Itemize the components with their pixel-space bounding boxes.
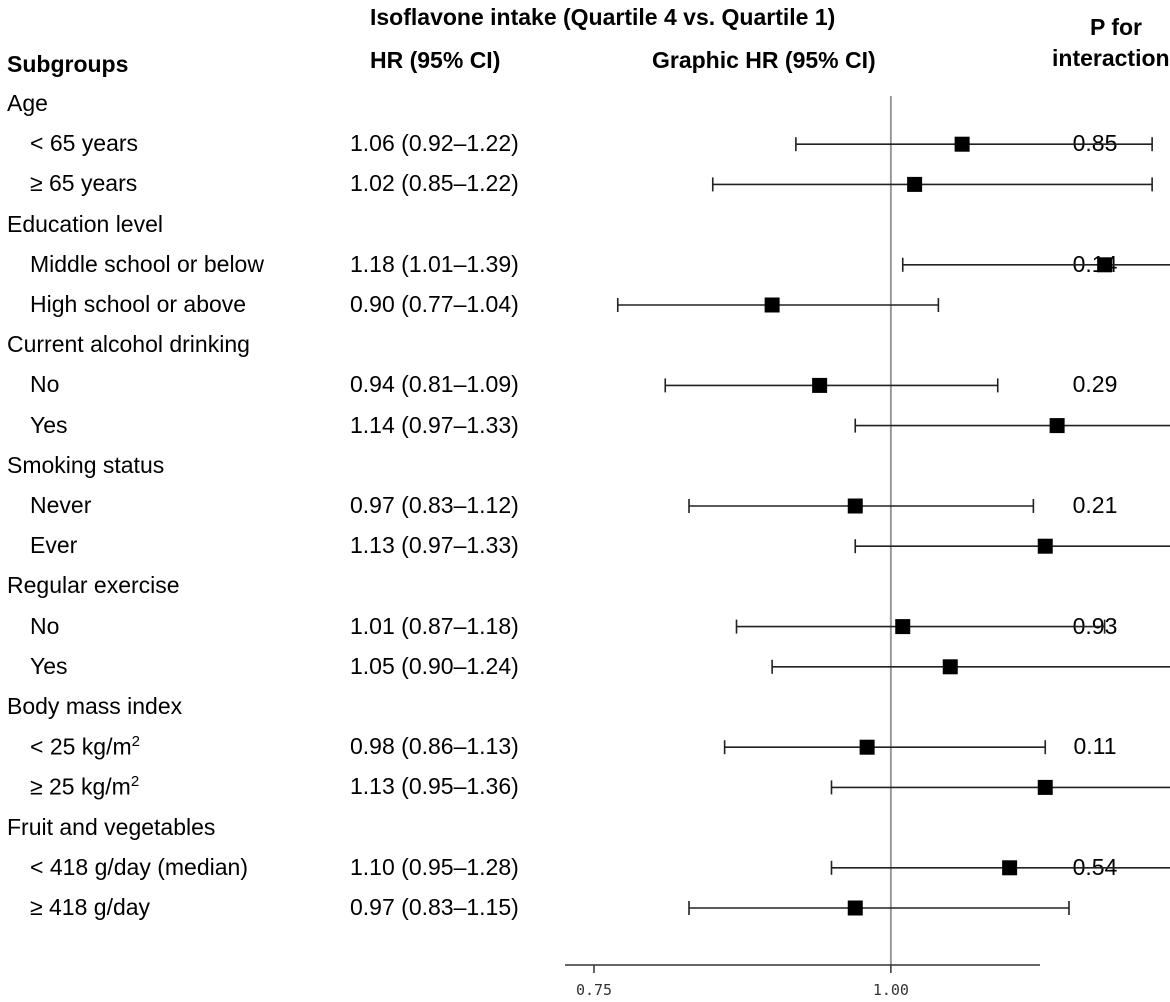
subgroup-label: Yes <box>30 652 68 679</box>
hr-point <box>942 659 958 675</box>
subgroup-label: Ever <box>30 532 78 559</box>
p-interaction-value: 0.29 <box>1072 371 1118 398</box>
hr-ci-value: 1.13 (0.97–1.33) <box>350 532 519 559</box>
subgroup-label: < 25 kg/m2 <box>30 733 140 760</box>
hr-ci-value: 1.02 (0.85–1.22) <box>350 170 519 197</box>
hr-point <box>812 377 828 393</box>
p-interaction-value: 0.93 <box>1072 612 1118 639</box>
hr-ci-value: 0.94 (0.81–1.09) <box>350 371 519 398</box>
x-tick-label: 1.00 <box>873 981 909 999</box>
hr-point <box>1049 418 1065 434</box>
subgroup-heading: Regular exercise <box>7 572 180 599</box>
hr-ci-value: 1.14 (0.97–1.33) <box>350 411 519 438</box>
hr-ci-value: 1.13 (0.95–1.36) <box>350 773 519 800</box>
hr-ci-value: 0.90 (0.77–1.04) <box>350 291 519 317</box>
subgroup-heading: Education level <box>7 210 163 237</box>
superscript: 2 <box>131 733 140 751</box>
subgroup-label: Yes <box>30 411 68 438</box>
hr-point <box>1037 538 1053 554</box>
subgroup-label: < 65 years <box>30 130 139 157</box>
hr-point <box>895 619 911 635</box>
subgroup-heading: Fruit and vegetables <box>7 813 216 840</box>
subgroup-label: ≥ 25 kg/m2 <box>30 773 140 801</box>
hr-ci-value: 1.10 (0.95–1.28) <box>350 853 519 880</box>
superscript: 2 <box>130 773 140 791</box>
hr-point <box>859 739 875 755</box>
hr-ci-value: 0.97 (0.83–1.12) <box>350 492 519 518</box>
hr-ci-value: 1.05 (0.90–1.24) <box>350 652 519 679</box>
subgroup-label: < 418 g/day (median) <box>30 853 248 880</box>
subgroup-heading: Age <box>7 90 48 116</box>
hr-ci-value: 1.06 (0.92–1.22) <box>350 130 519 157</box>
hr-column-header: HR (95% CI) <box>370 47 501 73</box>
hr-point <box>907 176 923 192</box>
hr-point <box>764 297 780 313</box>
p-interaction-value: 0.21 <box>1072 492 1118 518</box>
hr-point <box>1097 257 1113 273</box>
p-interaction-header-line1: P for <box>1090 14 1142 40</box>
hr-point <box>954 136 970 152</box>
hr-ci-value: 0.97 (0.83–1.15) <box>350 894 519 920</box>
p-interaction-value: 0.54 <box>1072 853 1118 880</box>
hr-ci-value: 0.98 (0.86–1.13) <box>350 733 519 760</box>
subgroup-label: High school or above <box>30 291 247 317</box>
subgroups-header: Subgroups <box>7 51 129 77</box>
hr-point <box>847 498 863 514</box>
subgroup-label: ≥ 418 g/day <box>30 894 151 920</box>
hr-ci-value: 1.01 (0.87–1.18) <box>350 612 519 639</box>
subgroup-label: ≥ 65 years <box>30 170 138 197</box>
p-interaction-header-line2: interaction <box>1052 45 1170 71</box>
x-tick-label: 0.75 <box>576 981 612 999</box>
subgroup-label: No <box>30 612 60 639</box>
hr-point <box>1002 860 1018 876</box>
hr-ci-value: 1.18 (1.01–1.39) <box>350 250 519 277</box>
subgroup-label: Middle school or below <box>30 250 264 277</box>
super-title: Isoflavone intake (Quartile 4 vs. Quarti… <box>370 4 836 30</box>
subgroup-heading: Body mass index <box>7 693 183 719</box>
p-interaction-value: 0.85 <box>1072 130 1118 157</box>
p-interaction-value: 0.11 <box>1073 733 1117 760</box>
graphic-column-header: Graphic HR (95% CI) <box>652 47 876 73</box>
hr-point <box>1037 779 1053 795</box>
subgroup-label: No <box>30 371 60 398</box>
subgroup-heading: Current alcohol drinking <box>7 331 250 358</box>
subgroup-heading: Smoking status <box>7 451 165 478</box>
hr-point <box>847 900 863 916</box>
subgroup-label: Never <box>30 492 92 518</box>
